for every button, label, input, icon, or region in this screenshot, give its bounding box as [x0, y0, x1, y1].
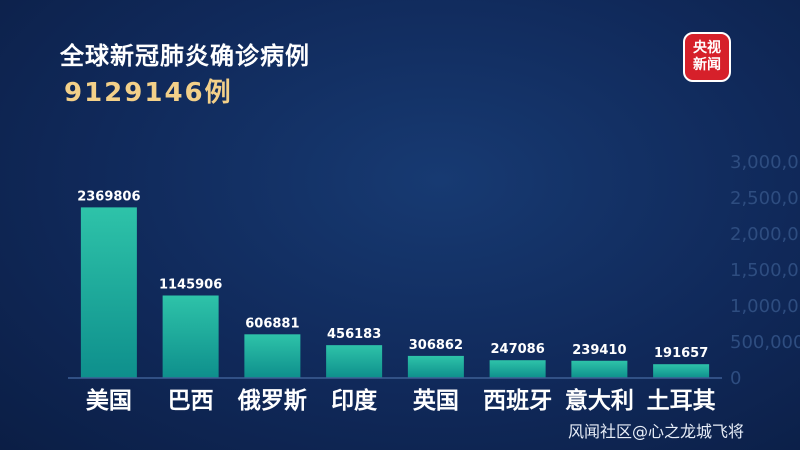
logo-line-1: 央视	[693, 40, 721, 56]
bar	[80, 207, 137, 378]
total-cases: 9129146例	[64, 78, 233, 108]
bar	[244, 334, 301, 378]
bar-value-label: 456183	[327, 327, 381, 342]
bar-value-label: 606881	[245, 316, 299, 331]
bar	[571, 360, 628, 378]
watermark: 风闻社区@心之龙城飞将	[568, 422, 745, 441]
bar-value-label: 306862	[409, 338, 463, 353]
y-tick-label: 3,000,000	[730, 152, 800, 173]
bar-value-label: 2369806	[77, 189, 140, 204]
category-label: 西班牙	[483, 387, 552, 414]
bar	[407, 355, 464, 378]
bar	[653, 364, 710, 378]
y-tick-label: 1,500,000	[730, 260, 800, 281]
y-axis: 0 500,000 1,000,000 1,500,000 2,000,000 2,500…	[730, 152, 800, 389]
y-tick-label: 0	[730, 368, 741, 389]
category-label: 美国	[86, 387, 132, 414]
bar-value-label: 191657	[654, 346, 708, 361]
bar	[489, 360, 546, 378]
chart-title: 全球新冠肺炎确诊病例	[60, 42, 310, 70]
category-label: 印度	[331, 387, 378, 414]
category-label: 意大利	[565, 387, 634, 414]
category-label: 英国	[413, 387, 459, 414]
bar-value-label: 239410	[572, 343, 626, 358]
bar-value-label: 247086	[490, 342, 544, 357]
cctv-news-logo: 央视 新闻	[683, 32, 731, 82]
bar	[162, 295, 219, 378]
category-label: 土耳其	[647, 387, 716, 414]
y-tick-label: 500,000	[730, 332, 800, 353]
logo-line-2: 新闻	[693, 57, 721, 73]
category-label: 俄罗斯	[237, 387, 307, 414]
y-tick-label: 1,000,000	[730, 296, 800, 317]
y-tick-label: 2,000,000	[730, 224, 800, 245]
y-tick-label: 2,500,000	[730, 188, 800, 209]
bars-group	[80, 207, 710, 378]
bar-value-label: 1145906	[159, 277, 222, 292]
bar	[326, 345, 383, 378]
category-label: 巴西	[168, 387, 214, 414]
labels-group: 2369806 美国 1145906 巴西 606881 俄罗斯 456183 印度 30686…	[77, 189, 715, 414]
